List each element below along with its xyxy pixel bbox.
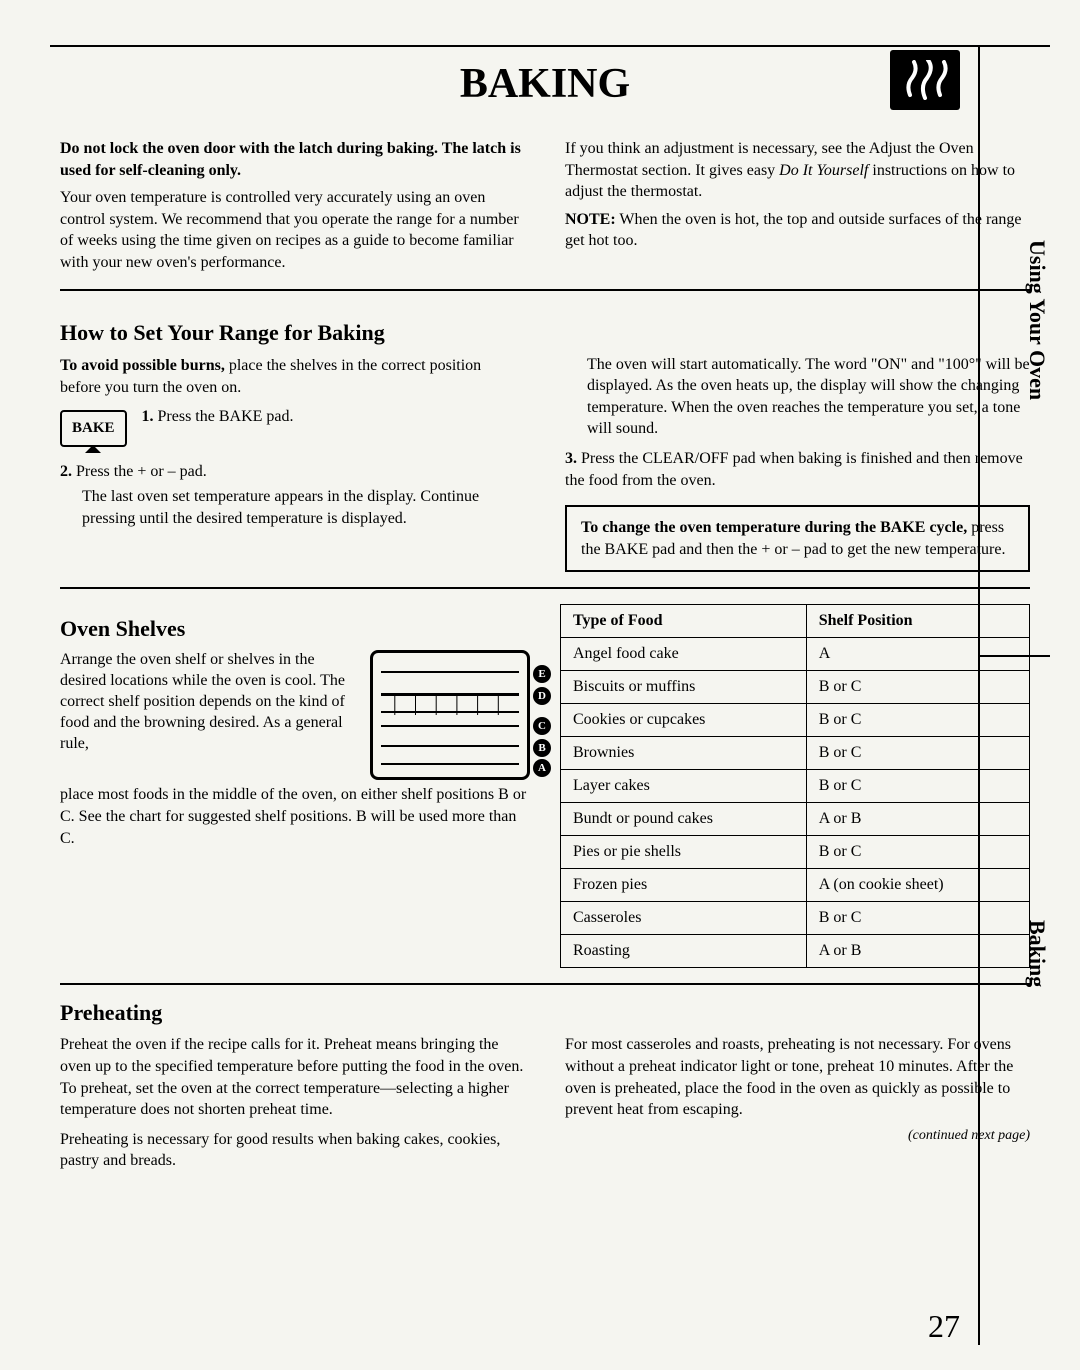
- avoid-burns-text: To avoid possible burns, place the shelv…: [60, 355, 525, 398]
- table-row: Pies or pie shellsB or C: [561, 836, 1030, 869]
- th-position: Shelf Position: [806, 605, 1029, 638]
- table-row: Angel food cakeA: [561, 638, 1030, 671]
- shelves-intro-text: Arrange the oven shelf or shelves in the…: [60, 650, 352, 754]
- page-number: 27: [928, 1308, 960, 1345]
- side-border: [978, 45, 980, 1345]
- howto-heading: How to Set Your Range for Baking: [60, 318, 525, 348]
- preheating-right-para: For most casseroles and roasts, preheati…: [565, 1034, 1030, 1120]
- side-tab-baking: Baking: [1024, 920, 1050, 987]
- intro-note: NOTE: When the oven is hot, the top and …: [565, 209, 1030, 252]
- position-cell: B or C: [806, 671, 1029, 704]
- shelves-heading: Oven Shelves: [60, 616, 530, 642]
- shelf-label-a: A: [533, 759, 551, 777]
- position-cell: A (on cookie sheet): [806, 869, 1029, 902]
- continued-text: (continued next page): [565, 1127, 1030, 1146]
- divider: [60, 587, 1030, 589]
- side-tab-using-oven: Using Your Oven: [1024, 240, 1050, 400]
- preheating-section: Preheating Preheat the oven if the recip…: [60, 1000, 1030, 1172]
- intro-adjustment: If you think an adjustment is necessary,…: [565, 138, 1030, 203]
- bake-button[interactable]: BAKE: [60, 410, 127, 446]
- intro-accuracy: Your oven temperature is controlled very…: [60, 187, 525, 273]
- oven-diagram: E D C B A: [370, 650, 530, 780]
- table-row: Bundt or pound cakesA or B: [561, 803, 1030, 836]
- step-3: 3. Press the CLEAR/OFF pad when baking i…: [565, 448, 1030, 491]
- position-cell: A or B: [806, 935, 1029, 968]
- table-row: RoastingA or B: [561, 935, 1030, 968]
- shelves-section: Oven Shelves Arrange the oven shelf or s…: [60, 604, 1030, 968]
- shelf-label-b: B: [533, 739, 551, 757]
- position-cell: A or B: [806, 803, 1029, 836]
- preheating-para1: Preheat the oven if the recipe calls for…: [60, 1034, 525, 1120]
- temp-change-box: To change the oven temperature during th…: [565, 505, 1030, 572]
- shelves-para: place most foods in the middle of the ov…: [60, 784, 530, 849]
- divider: [60, 289, 1030, 291]
- table-row: Layer cakesB or C: [561, 770, 1030, 803]
- food-cell: Roasting: [561, 935, 807, 968]
- step-2-detail: The last oven set temperature appears in…: [82, 486, 525, 529]
- table-row: Cookies or cupcakesB or C: [561, 704, 1030, 737]
- food-cell: Biscuits or muffins: [561, 671, 807, 704]
- th-food: Type of Food: [561, 605, 807, 638]
- side-cross-border: [980, 655, 1050, 657]
- position-cell: B or C: [806, 770, 1029, 803]
- shelf-label-d: D: [533, 687, 551, 705]
- oven-start-text: The oven will start automatically. The w…: [587, 354, 1030, 440]
- food-cell: Pies or pie shells: [561, 836, 807, 869]
- heat-icon: [890, 50, 960, 110]
- food-cell: Bundt or pound cakes: [561, 803, 807, 836]
- preheating-heading: Preheating: [60, 1000, 1030, 1026]
- position-cell: B or C: [806, 902, 1029, 935]
- food-cell: Casseroles: [561, 902, 807, 935]
- food-cell: Angel food cake: [561, 638, 807, 671]
- top-border: [50, 45, 1050, 47]
- position-cell: B or C: [806, 704, 1029, 737]
- food-cell: Layer cakes: [561, 770, 807, 803]
- step-1: 1. Press the BAKE pad.: [142, 406, 294, 428]
- table-row: BrowniesB or C: [561, 737, 1030, 770]
- food-cell: Frozen pies: [561, 869, 807, 902]
- page-title: BAKING: [60, 60, 1030, 108]
- table-row: Frozen piesA (on cookie sheet): [561, 869, 1030, 902]
- food-cell: Cookies or cupcakes: [561, 704, 807, 737]
- food-table: Type of Food Shelf Position Angel food c…: [560, 604, 1030, 968]
- step-2: 2. Press the + or – pad.: [60, 461, 525, 483]
- food-cell: Brownies: [561, 737, 807, 770]
- table-row: CasserolesB or C: [561, 902, 1030, 935]
- intro-section: Do not lock the oven door with the latch…: [60, 138, 1030, 274]
- position-cell: B or C: [806, 836, 1029, 869]
- how-to-section: How to Set Your Range for Baking To avoi…: [60, 306, 1030, 573]
- shelf-label-c: C: [533, 717, 551, 735]
- position-cell: B or C: [806, 737, 1029, 770]
- intro-warning: Do not lock the oven door with the latch…: [60, 138, 525, 181]
- divider: [60, 983, 1030, 985]
- table-row: Biscuits or muffinsB or C: [561, 671, 1030, 704]
- shelf-label-e: E: [533, 665, 551, 683]
- preheating-para2: Preheating is necessary for good results…: [60, 1129, 525, 1172]
